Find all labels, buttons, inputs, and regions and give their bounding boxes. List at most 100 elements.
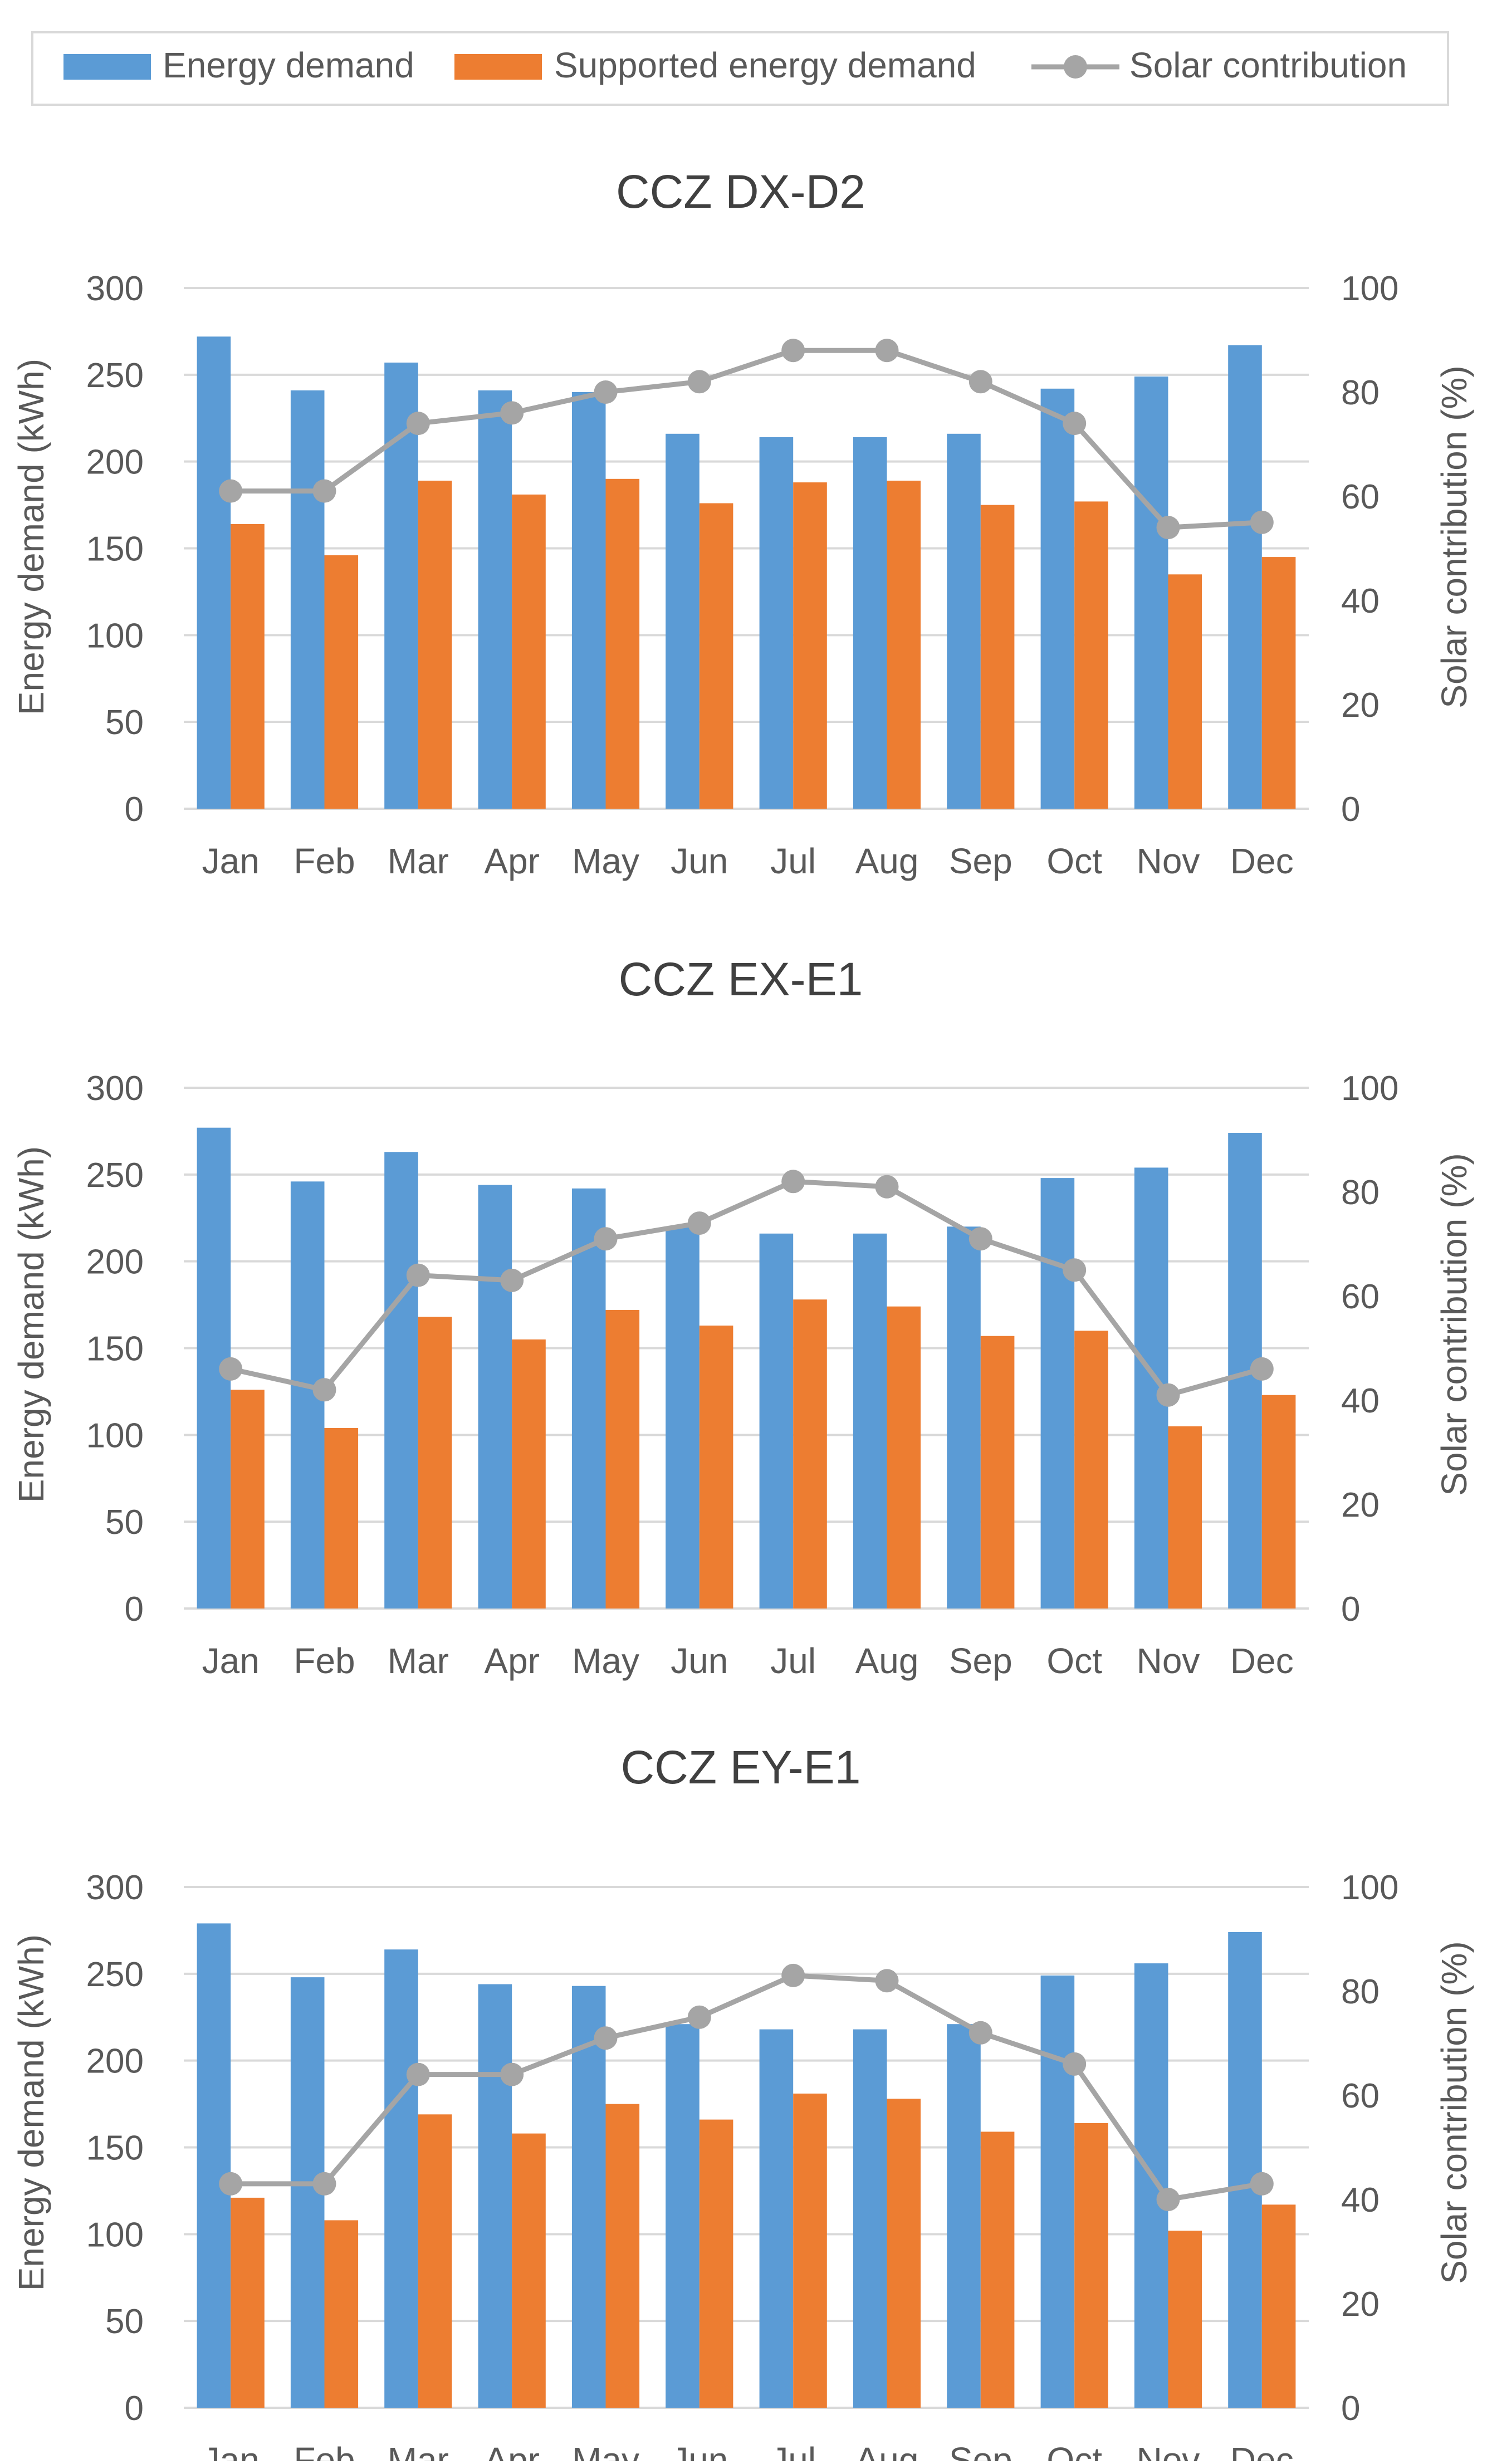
point-solar-contribution — [1156, 516, 1180, 540]
x-tick-labels: Jan Feb Mar Apr May Jun Jul Aug Sep Oct … — [202, 2440, 1294, 2464]
x-tick-label: Sep — [949, 841, 1012, 881]
y-tick-label: 100 — [86, 1416, 144, 1455]
x-tick-label: Aug — [855, 2440, 919, 2461]
plot-area — [184, 1087, 1309, 1610]
bar-energy-demand — [1040, 388, 1075, 809]
point-solar-contribution — [875, 339, 899, 363]
y2-tick-label: 100 — [1341, 270, 1398, 308]
bar-supported-energy-demand — [605, 2104, 640, 2408]
bar-energy-demand — [853, 2029, 887, 2408]
chart-panel-2: CCZ EX-E1 Energy demand (kWh) Solar cont… — [11, 953, 1474, 1681]
bar-energy-demand — [571, 1986, 606, 2408]
point-solar-contribution — [1156, 1383, 1180, 1407]
x-tick-label: Feb — [293, 841, 355, 881]
y-tick-label: 200 — [86, 1243, 144, 1282]
point-solar-contribution — [968, 1227, 992, 1251]
y-tick-label: 250 — [86, 356, 144, 395]
point-solar-contribution — [594, 380, 618, 404]
x-tick-label: Sep — [949, 1641, 1012, 1681]
point-solar-contribution — [219, 479, 243, 503]
bar-supported-energy-demand — [887, 481, 921, 809]
y-tick-labels-left: 0 50 100 150 200 250 300 — [86, 1069, 144, 1629]
y-tick-labels-right: 0 20 40 60 80 100 — [1341, 1869, 1398, 2428]
point-solar-contribution — [781, 1963, 805, 1987]
chart-title: CCZ EX-E1 — [619, 953, 863, 1005]
x-tick-label: May — [572, 1641, 639, 1681]
bar-energy-demand — [1228, 345, 1262, 809]
bar-supported-energy-demand — [605, 478, 640, 809]
bar-supported-energy-demand — [418, 1317, 452, 1609]
bar-energy-demand — [1134, 1963, 1168, 2408]
y-tick-label: 50 — [105, 703, 144, 742]
bar-supported-energy-demand — [980, 505, 1015, 809]
y-tick-label: 50 — [105, 1503, 144, 1542]
y-tick-label: 0 — [125, 1590, 144, 1629]
bar-energy-demand — [1040, 1178, 1075, 1609]
point-solar-contribution — [687, 370, 711, 394]
bar-energy-demand — [197, 1923, 231, 2408]
point-solar-contribution — [500, 401, 524, 425]
bar-supported-energy-demand — [887, 2099, 921, 2408]
y-tick-label: 250 — [86, 1156, 144, 1195]
bar-supported-energy-demand — [1261, 1395, 1296, 1609]
x-tick-label: Jul — [770, 841, 816, 881]
bar-supported-energy-demand — [699, 1326, 733, 1609]
bar-energy-demand — [571, 392, 606, 809]
y-tick-label: 150 — [86, 530, 144, 569]
point-solar-contribution — [1063, 2052, 1087, 2076]
y2-tick-label: 60 — [1341, 478, 1380, 516]
bar-supported-energy-demand — [324, 1427, 359, 1609]
bar-energy-demand — [1134, 377, 1168, 809]
x-tick-label: Oct — [1046, 1641, 1102, 1681]
y-tick-label: 300 — [86, 270, 144, 308]
x-tick-label: Apr — [484, 1641, 540, 1681]
bar-energy-demand — [853, 437, 887, 809]
bar-supported-energy-demand — [887, 1306, 921, 1609]
point-solar-contribution — [1250, 510, 1274, 534]
point-solar-contribution — [594, 1227, 618, 1251]
legend-label-supported-energy-demand: Supported energy demand — [554, 45, 976, 85]
chart-panel-3: CCZ EY-E1 Energy demand (kWh) Solar cont… — [11, 1741, 1474, 2464]
bar-supported-energy-demand — [793, 482, 827, 809]
bar-energy-demand — [947, 2024, 981, 2408]
y2-tick-label: 60 — [1341, 1278, 1380, 1316]
bar-supported-energy-demand — [1261, 2204, 1296, 2408]
bar-energy-demand — [384, 1949, 418, 2408]
point-solar-contribution — [968, 370, 992, 394]
y-tick-labels-left: 0 50 100 150 200 250 300 — [86, 270, 144, 829]
bar-energy-demand — [666, 2024, 699, 2408]
bar-energy-demand — [384, 1152, 418, 1609]
x-tick-label: Mar — [388, 2440, 449, 2461]
point-solar-contribution — [687, 1211, 711, 1235]
x-tick-label: Sep — [949, 2440, 1012, 2461]
point-solar-contribution — [1250, 2172, 1274, 2196]
bar-supported-energy-demand — [1074, 2123, 1108, 2408]
bar-supported-energy-demand — [1074, 1331, 1108, 1609]
x-tick-label: May — [572, 841, 639, 881]
x-tick-label: Aug — [855, 841, 919, 881]
bar-supported-energy-demand — [1261, 557, 1296, 809]
x-tick-label: Dec — [1230, 1641, 1294, 1681]
y-tick-label: 0 — [125, 790, 144, 829]
x-tick-label: Apr — [484, 2440, 540, 2461]
x-tick-label: Aug — [855, 1641, 919, 1681]
chart-panel-1: CCZ DX-D2 Energy demand (kWh) Solar cont… — [11, 165, 1474, 881]
y-tick-label: 150 — [86, 1330, 144, 1368]
bar-supported-energy-demand — [324, 2220, 359, 2408]
legend-frame — [31, 31, 1449, 106]
chart-title: CCZ EY-E1 — [620, 1741, 860, 1793]
y2-tick-label: 20 — [1341, 686, 1380, 725]
bar-supported-energy-demand — [699, 503, 733, 809]
x-tick-label: Jan — [202, 841, 260, 881]
bar-energy-demand — [666, 433, 699, 809]
x-tick-label: Dec — [1230, 841, 1294, 881]
x-tick-label: Nov — [1137, 841, 1200, 881]
bar-energy-demand — [478, 1185, 512, 1609]
y-axis-label-left: Energy demand (kWh) — [11, 359, 51, 715]
bar-energy-demand — [571, 1188, 606, 1609]
point-solar-contribution — [312, 2172, 336, 2196]
point-solar-contribution — [500, 1268, 524, 1292]
x-tick-label: Feb — [293, 2440, 355, 2461]
line-solar-contribution — [230, 1179, 1263, 1398]
